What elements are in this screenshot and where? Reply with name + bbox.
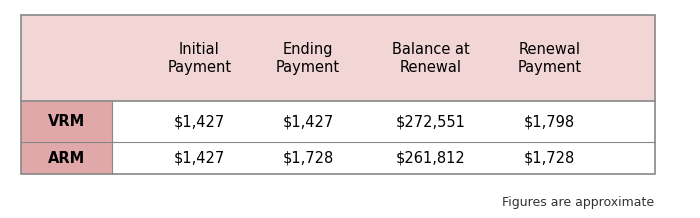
Text: $272,551: $272,551 xyxy=(395,114,466,129)
Bar xyxy=(21,15,654,101)
Text: Initial
Payment: Initial Payment xyxy=(167,42,232,75)
Text: $261,812: $261,812 xyxy=(395,151,466,165)
Text: Ending
Payment: Ending Payment xyxy=(276,42,340,75)
Text: $1,798: $1,798 xyxy=(524,114,575,129)
Text: $1,427: $1,427 xyxy=(282,114,334,129)
Bar xyxy=(21,15,654,174)
Text: $1,427: $1,427 xyxy=(174,114,225,129)
Text: ARM: ARM xyxy=(48,151,85,165)
Text: Renewal
Payment: Renewal Payment xyxy=(517,42,582,75)
Text: $1,427: $1,427 xyxy=(174,151,225,165)
Text: Figures are approximate: Figures are approximate xyxy=(503,196,654,209)
Text: VRM: VRM xyxy=(48,114,85,129)
Bar xyxy=(112,142,654,174)
Text: $1,728: $1,728 xyxy=(524,151,575,165)
Bar xyxy=(21,101,112,174)
Text: Balance at
Renewal: Balance at Renewal xyxy=(391,42,470,75)
Bar xyxy=(112,101,654,142)
Text: $1,728: $1,728 xyxy=(282,151,334,165)
